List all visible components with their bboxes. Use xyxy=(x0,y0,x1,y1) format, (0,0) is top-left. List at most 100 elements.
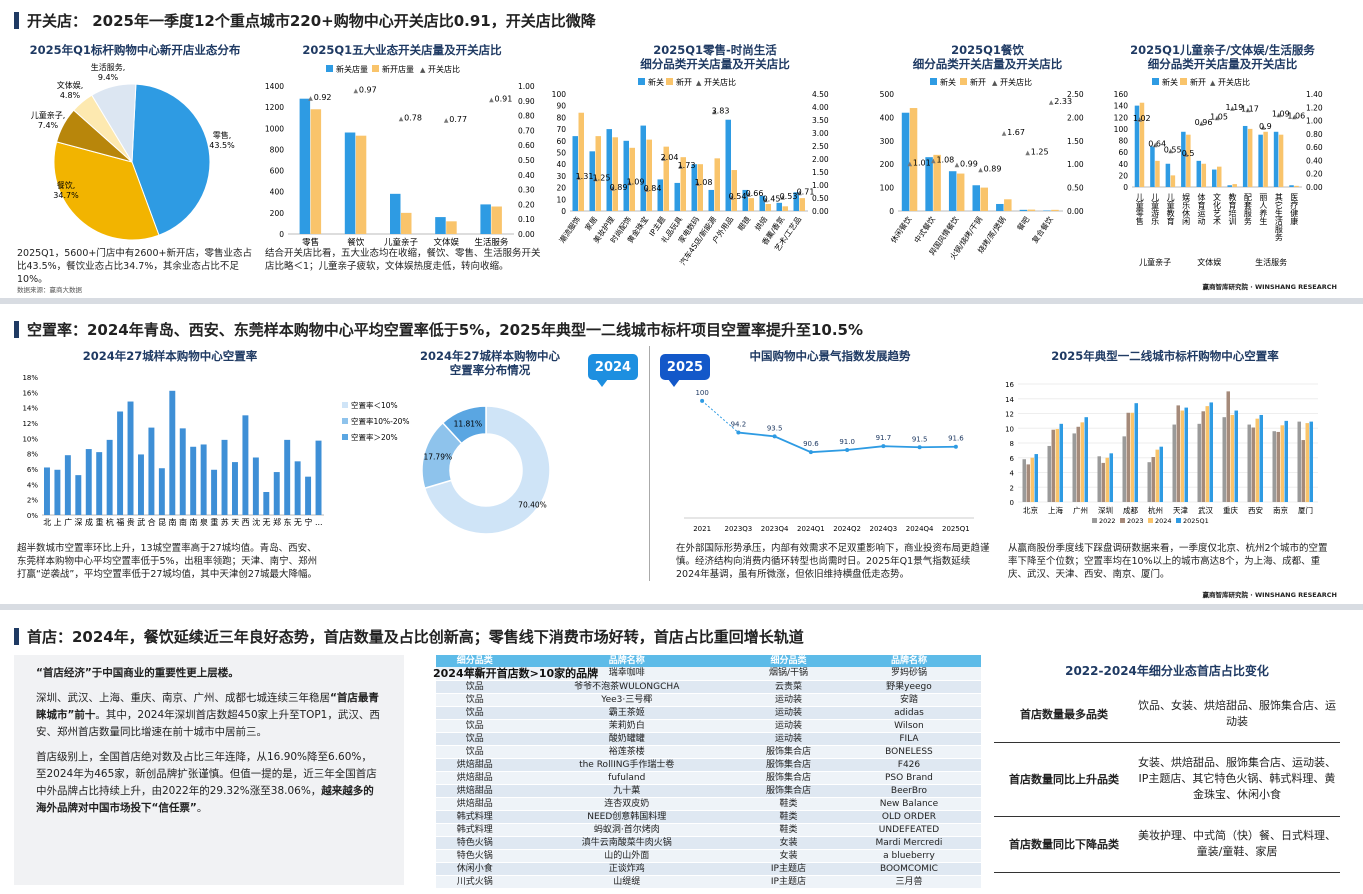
bar xyxy=(1150,146,1155,187)
bar xyxy=(1259,414,1263,502)
legend-swatch xyxy=(960,78,967,85)
x-tick: 体育运动 xyxy=(1197,192,1206,226)
index-point xyxy=(953,444,958,449)
x-tick: 重 xyxy=(95,517,103,527)
table-cell: 滇牛云南酸菜牛肉火锅 xyxy=(513,836,740,850)
table-cell: 服饰集合店 xyxy=(740,771,837,785)
bar xyxy=(901,112,910,211)
table-cell: 饮品 xyxy=(436,719,514,733)
bar xyxy=(1105,457,1109,502)
x-tick: 成 xyxy=(85,517,93,527)
table-cell: 瑞幸咖啡 xyxy=(513,667,740,681)
bar xyxy=(623,140,629,211)
bar xyxy=(491,206,502,234)
table-cell: 特色火锅 xyxy=(436,836,514,850)
bar xyxy=(646,139,652,211)
section-divider xyxy=(0,298,1363,304)
x-tick: 儿童游乐 xyxy=(1151,193,1160,225)
bar xyxy=(759,195,765,211)
bar xyxy=(1122,436,1126,502)
trend-value: 饮品、女装、烘焙甜品、服饰集合店、运动装 xyxy=(1134,686,1340,743)
bar xyxy=(54,469,61,515)
ratio-marker: ▲ xyxy=(1049,99,1054,106)
trend-value: 女装、烘焙甜品、服饰集合店、运动装、IP主题店、其它特色火锅、韩式料理、黄金珠宝… xyxy=(1134,742,1340,817)
y2-tick: 1.40 xyxy=(1306,90,1323,99)
ratio-marker: ▲ xyxy=(729,194,734,201)
trend-value: 美妆护理、中式简（快）餐、日式料理、童装/童鞋、家居 xyxy=(1134,816,1340,873)
legend-marker: ▲ xyxy=(420,66,426,74)
pie-value: 7.4% xyxy=(38,121,59,130)
x-tick: 福 xyxy=(116,518,124,527)
table-cell: 运动装 xyxy=(740,693,837,707)
y2-tick: 0.40 xyxy=(1306,156,1323,165)
table-cell: BONELESS xyxy=(836,745,981,759)
ratio-label: 0.64 xyxy=(1148,139,1166,148)
bar xyxy=(1227,185,1232,187)
y2-tick: 2.50 xyxy=(1067,90,1084,99)
bar xyxy=(612,137,618,211)
pie-label: 文体娱, xyxy=(57,80,84,90)
ratio-label: 1.67 xyxy=(1007,128,1025,137)
vac27-chart: 0%2%4%6%8%10%12%14%16%18%北上广深成重杭福贵武合昆南南南… xyxy=(22,374,324,527)
table-row: 饮品 酸奶罐罐 运动装 FILA xyxy=(436,732,981,746)
bar xyxy=(390,193,401,234)
legend-label: 新开 xyxy=(1190,77,1206,87)
table-cell: 连杏双皮奶 xyxy=(513,797,740,811)
table-cell: 饮品 xyxy=(436,732,514,746)
bar xyxy=(1097,456,1101,502)
section-title-vacancy: 空置率：2024年青岛、西安、东莞样本购物中心平均空置率低于5%，2025年典型… xyxy=(14,319,863,340)
bar xyxy=(1101,462,1105,502)
bar xyxy=(480,204,491,234)
y2-tick: 0.00 xyxy=(1306,183,1323,192)
trend-row: 首店数量同比上升品类 女装、烘焙甜品、服饰集合店、运动装、IP主题店、其它特色火锅… xyxy=(994,742,1340,817)
index-line-dashed xyxy=(701,400,739,433)
bar xyxy=(680,157,686,211)
group-label: 生活服务 xyxy=(1255,257,1287,267)
bar xyxy=(980,187,988,211)
bar xyxy=(782,206,788,211)
donut-slice xyxy=(423,405,551,535)
bar xyxy=(1134,403,1138,502)
ratio-marker: ▲ xyxy=(1137,116,1142,123)
x-tick: 深圳 xyxy=(1098,505,1113,515)
ratio-marker: ▲ xyxy=(644,186,649,193)
ratio-label: 0.91 xyxy=(494,94,512,103)
y-tick: 14% xyxy=(22,405,38,413)
year-tag-2025: 2025 xyxy=(660,354,710,387)
x-tick: 家居 xyxy=(582,214,599,232)
bar xyxy=(1180,410,1184,502)
y-tick: 1400 xyxy=(265,82,284,91)
pie-value: 4.8% xyxy=(60,91,81,100)
bar xyxy=(1159,446,1163,502)
bar xyxy=(1234,410,1238,502)
y-tick: 0% xyxy=(27,512,38,520)
ratio-label: 1.73 xyxy=(678,161,696,170)
legend-label: 开关店比 xyxy=(704,77,736,87)
section-divider-2 xyxy=(0,604,1363,610)
pie-slice xyxy=(53,141,160,241)
ratio-label: 1.25 xyxy=(1031,148,1049,157)
index-point xyxy=(881,444,886,449)
index-point xyxy=(845,448,850,452)
ratio-marker: ▲ xyxy=(931,157,936,164)
table-cell: FILA xyxy=(836,732,981,746)
x-tick: 丽人养生 xyxy=(1259,193,1268,225)
bar xyxy=(355,135,367,234)
bar xyxy=(1230,414,1234,502)
section-title-store-open-close: 开关店： 2025年一季度12个重点城市220+购物中心开关店比0.91，开关店… xyxy=(14,10,596,31)
legend-marker: ▲ xyxy=(1210,79,1216,87)
bar xyxy=(1047,445,1051,502)
table-row: 特色火锅 山的山外面 女装 a blueberry xyxy=(436,849,981,863)
x-tick: 儿童亲子 xyxy=(384,237,419,248)
bar xyxy=(200,444,207,515)
x-tick: 2025Q1 xyxy=(942,525,970,533)
bar xyxy=(1030,457,1034,502)
bar xyxy=(1051,429,1055,502)
brand-table-header: 细分品类 xyxy=(436,655,514,667)
y-tick: 8% xyxy=(27,451,38,459)
donut-value: 17.79% xyxy=(424,453,453,462)
y2-tick: 4.00 xyxy=(812,103,829,112)
trend-row: 首店数量最多品类 饮品、女装、烘焙甜品、服饰集合店、运动装 xyxy=(994,686,1340,743)
x-tick: 西安 xyxy=(1248,505,1264,515)
bar xyxy=(1126,412,1130,502)
